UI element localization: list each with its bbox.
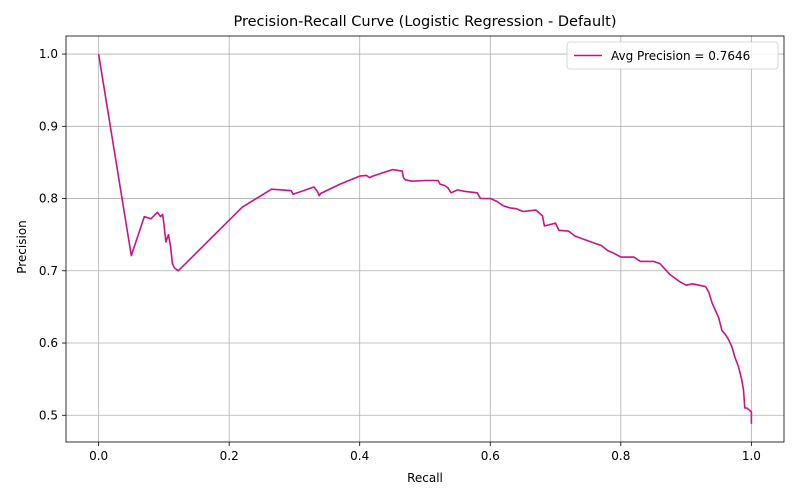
x-axis-title: Recall: [407, 471, 443, 485]
y-tick-label: 0.9: [39, 119, 58, 133]
y-tick-label: 0.8: [39, 192, 58, 206]
pr-curve-line: [97, 53, 753, 424]
x-tick-label: 0.6: [481, 449, 500, 463]
y-tick-label: 0.7: [39, 264, 58, 278]
plot-area: [97, 53, 753, 424]
legend-series-label: Avg Precision = 0.7646: [611, 49, 750, 63]
y-tick-label: 0.5: [39, 408, 58, 422]
y-tick-label: 1.0: [39, 47, 58, 61]
axis-ticks: 0.0 0.2 0.4 0.6 0.8 1.0 0.5 0.6 0.7 0.8 0.9 1.0: [39, 47, 761, 463]
chart-title: Precision-Recall Curve (Logistic Regress…: [233, 14, 616, 30]
grid: [66, 36, 784, 442]
y-axis-title: Precision: [15, 220, 29, 274]
x-tick-label: 0.2: [220, 449, 239, 463]
legend: Avg Precision = 0.7646: [566, 41, 779, 70]
x-tick-label: 0.4: [350, 449, 369, 463]
x-tick-label: 0.0: [89, 449, 108, 463]
x-tick-label: 0.8: [611, 449, 630, 463]
y-tick-label: 0.6: [39, 336, 58, 350]
legend-box: [566, 41, 779, 70]
x-tick-label: 1.0: [742, 449, 761, 463]
plot-frame: [65, 35, 785, 443]
